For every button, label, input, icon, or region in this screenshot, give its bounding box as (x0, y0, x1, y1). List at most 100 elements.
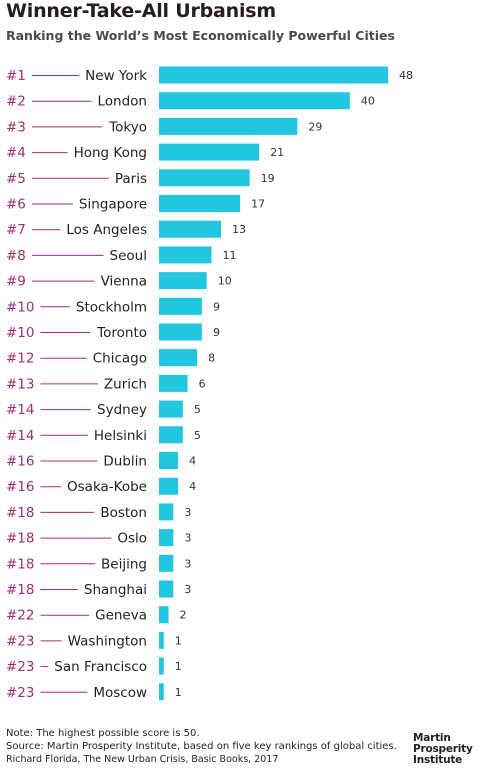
value-label: 3 (184, 557, 191, 570)
rank-label: #2 (6, 94, 26, 110)
bar (159, 580, 174, 598)
bar (159, 477, 179, 495)
rank-label: #23 (6, 685, 35, 701)
rank-label: #14 (6, 402, 35, 418)
rank-label: #10 (6, 325, 35, 341)
bar (159, 246, 212, 264)
value-label: 5 (194, 429, 201, 442)
rank-label: #3 (6, 119, 26, 135)
city-label: Zurich (104, 376, 147, 392)
bar (159, 426, 183, 444)
rank-label: #16 (6, 454, 35, 470)
value-label: 9 (213, 326, 220, 339)
bar (159, 195, 241, 212)
logo-line: Institute (413, 754, 463, 766)
value-label: 1 (175, 686, 182, 699)
bar (159, 297, 202, 315)
rank-label: #13 (6, 376, 35, 392)
city-label: Washington (68, 633, 147, 649)
institute-logo: Martin Prosperity Institute (413, 733, 473, 766)
city-label: Seoul (110, 248, 147, 264)
city-label: Tokyo (108, 119, 147, 135)
bar (159, 92, 350, 110)
rank-label: #9 (6, 274, 26, 290)
rank-label: #16 (6, 479, 35, 495)
bar (159, 657, 164, 675)
bar (159, 452, 179, 469)
bar (159, 631, 164, 649)
rank-label: #10 (6, 299, 35, 315)
city-label: Los Angeles (66, 222, 147, 238)
value-label: 29 (308, 120, 322, 133)
chart-subtitle: Ranking the World’s Most Economically Po… (6, 28, 395, 43)
city-label: Oslo (117, 531, 147, 547)
value-label: 21 (270, 146, 284, 159)
rank-label: #12 (6, 351, 35, 367)
source-line: Source: Martin Prosperity Institute, bas… (6, 741, 397, 752)
rank-label: #8 (6, 248, 26, 264)
rank-label: #18 (6, 531, 35, 547)
bar (159, 117, 298, 135)
value-label: 8 (208, 352, 215, 365)
value-label: 11 (222, 249, 236, 262)
value-label: 1 (175, 634, 182, 647)
value-label: 19 (261, 172, 275, 185)
city-label: Vienna (101, 274, 147, 290)
value-label: 4 (189, 480, 196, 493)
rank-label: #5 (6, 171, 26, 187)
bar-chart: #1 New York 48#2 London 40#3 Tokyo 29#4 Hong Ko… (6, 66, 413, 701)
value-label: 2 (180, 609, 187, 622)
city-label: Beijing (101, 556, 147, 572)
value-label: 13 (232, 223, 246, 236)
rank-label: #23 (6, 633, 35, 649)
bar (159, 503, 174, 521)
rank-label: #18 (6, 505, 35, 521)
city-label: Shanghai (84, 582, 147, 598)
bar (159, 143, 260, 161)
city-label: Hong Kong (74, 145, 147, 161)
footer-notes: Note: The highest possible score is 50. … (6, 727, 397, 766)
city-label: Helsinki (94, 428, 147, 444)
bar (159, 349, 198, 367)
value-label: 3 (184, 583, 191, 596)
bar (159, 683, 164, 701)
value-label: 17 (251, 198, 265, 211)
city-label: Stockholm (76, 299, 147, 315)
city-label: Sydney (97, 402, 147, 418)
value-label: 6 (199, 377, 206, 390)
rank-label: #18 (6, 556, 35, 572)
bar (159, 606, 169, 624)
footnote: Note: The highest possible score is 50. (6, 728, 200, 739)
bar (159, 323, 202, 341)
city-label: Osaka-Kobe (67, 479, 147, 495)
value-label: 10 (218, 275, 232, 288)
value-label: 3 (184, 506, 191, 519)
rank-label: #22 (6, 608, 35, 624)
rank-label: #6 (6, 197, 26, 213)
city-label: Dublin (103, 454, 147, 470)
city-label: London (98, 94, 148, 110)
value-label: 48 (399, 69, 413, 82)
value-label: 5 (194, 403, 201, 416)
chart-title: Winner-Take-All Urbanism (6, 0, 277, 22)
value-label: 9 (213, 300, 220, 313)
value-label: 4 (189, 455, 196, 468)
rank-label: #7 (6, 222, 26, 238)
rank-label: #1 (6, 68, 26, 84)
citation: Richard Florida, The New Urban Crisis, B… (6, 754, 279, 765)
city-label: Chicago (93, 351, 147, 367)
rank-label: #23 (6, 659, 35, 675)
city-label: Geneva (95, 608, 147, 624)
rank-label: #14 (6, 428, 35, 444)
bar (159, 66, 388, 84)
city-label: Moscow (93, 685, 147, 701)
city-label: New York (85, 68, 147, 84)
logo-line: Martin (413, 732, 451, 744)
bar (159, 220, 222, 238)
rank-label: #4 (6, 145, 26, 161)
bar (159, 529, 174, 547)
bar (159, 272, 207, 290)
city-label: Boston (100, 505, 147, 521)
city-label: San Francisco (54, 659, 147, 675)
bar (159, 374, 188, 392)
